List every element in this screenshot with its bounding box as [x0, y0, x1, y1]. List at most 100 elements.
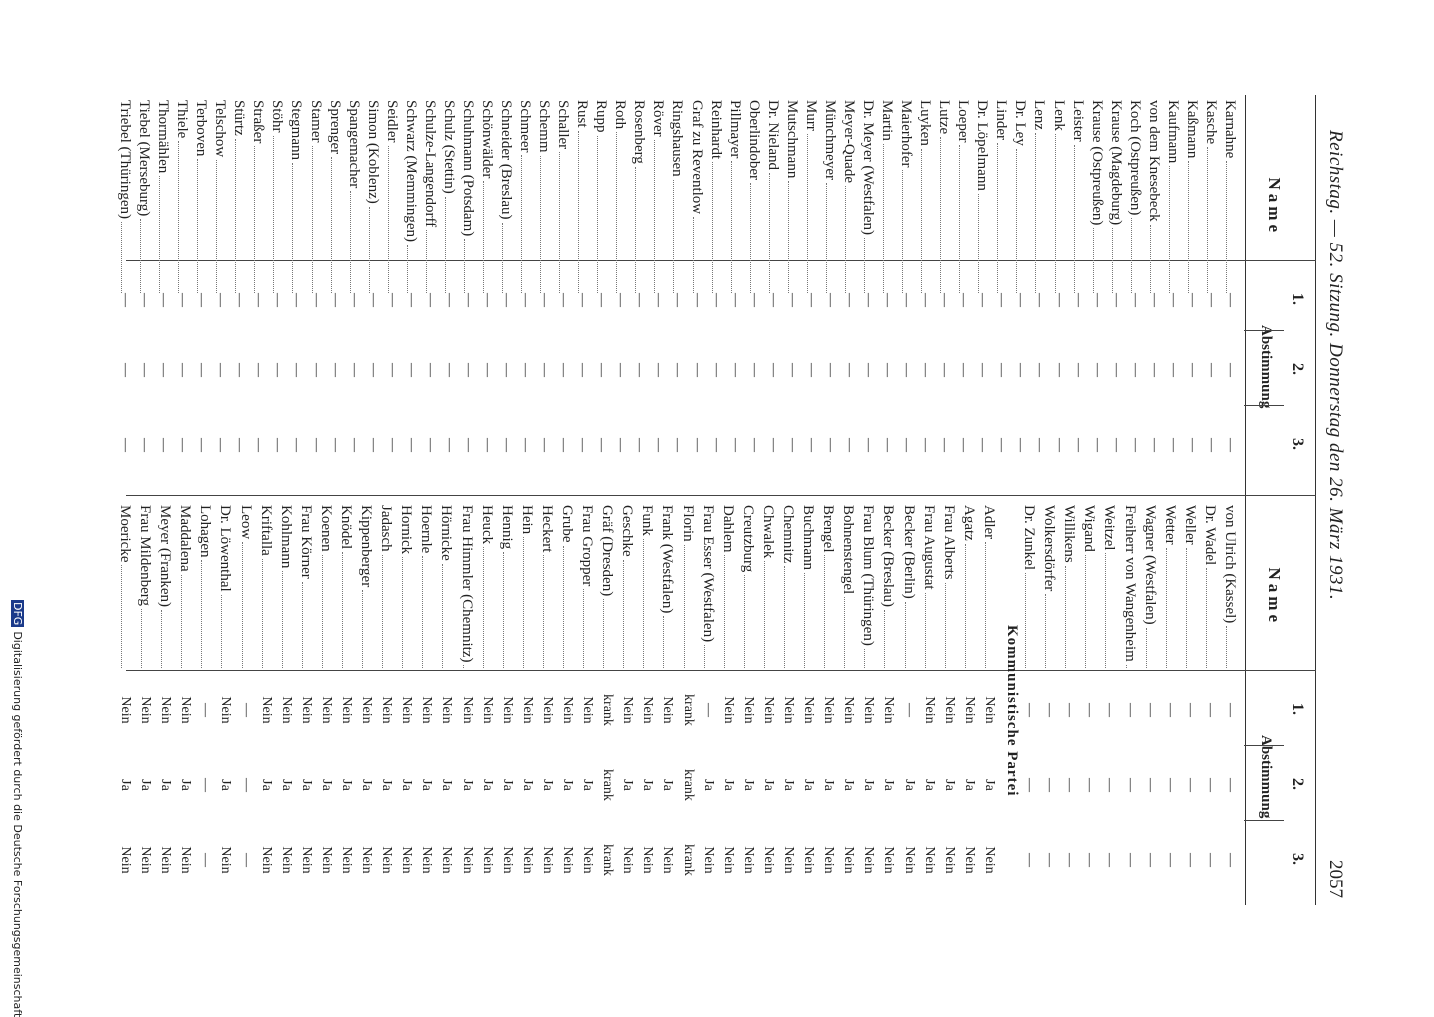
- vote-cell: krank: [600, 769, 616, 801]
- name-cell: Funk: [638, 505, 657, 670]
- vote-cell: —: [613, 438, 629, 452]
- member-name: Triebel (Thüringen): [117, 100, 133, 220]
- vote-cell: —: [1202, 778, 1218, 792]
- page-number: 2057: [1325, 860, 1346, 898]
- name-cell: Moericke: [116, 505, 134, 670]
- dot-leader: [703, 645, 717, 668]
- vote-cell: Nein: [941, 846, 957, 874]
- vote-cell: Nein: [560, 696, 575, 724]
- vote-cell: —: [118, 293, 133, 307]
- member-name: Lenk: [1050, 100, 1067, 131]
- dot-leader: [784, 566, 797, 668]
- member-name: Murr: [802, 100, 819, 131]
- member-name: Freiherr von Wangenheim: [1121, 505, 1138, 662]
- vote-cell: —: [1122, 853, 1138, 867]
- name-cell: Weller: [1181, 505, 1199, 670]
- member-name: Krause (Magdeburg): [1107, 100, 1124, 226]
- name-cell: Münchmeyer: [821, 100, 839, 295]
- member-name: Maddalena: [177, 505, 194, 572]
- dot-leader: [261, 558, 275, 668]
- member-name: Linder: [993, 100, 1010, 140]
- member-name: Dr. Nieland: [764, 100, 781, 170]
- vote-cell: —: [918, 363, 934, 377]
- member-name: Luyken: [917, 100, 934, 146]
- member-name: Mutschmann: [783, 100, 800, 179]
- vote-cell: —: [537, 438, 553, 452]
- member-name: Seidler: [383, 100, 400, 143]
- vote-cell: Ja: [479, 779, 495, 791]
- dot-leader: [597, 135, 611, 293]
- member-name: Wagner (Westfalen): [1141, 505, 1158, 625]
- member-name: Telschow: [212, 100, 229, 158]
- name-cell: Kohlmann: [277, 505, 295, 670]
- vote-cell: Ja: [118, 779, 133, 791]
- col-line: [1244, 405, 1284, 406]
- vote-cell: —: [213, 363, 229, 377]
- dot-leader: [482, 547, 496, 668]
- footer-text: Digitalisierung gefördert durch die Deut…: [11, 631, 24, 1017]
- member-name: Buchmann: [800, 505, 817, 570]
- vote-cell: —: [880, 363, 896, 377]
- name-cell: Krause (Magdeburg): [1107, 100, 1125, 295]
- vote-cell: —: [175, 438, 191, 452]
- vote-cell: —: [765, 438, 781, 452]
- vote-cell: —: [1032, 293, 1048, 307]
- vote-cell: Nein: [660, 846, 676, 874]
- name-cell: Straßer: [249, 100, 268, 295]
- member-name: Leister: [1069, 100, 1086, 142]
- vote-cell: —: [238, 778, 254, 792]
- vote-cell: —: [1203, 438, 1219, 452]
- member-name: Krause (Ostpreußen): [1088, 100, 1105, 226]
- member-name: Kaßmann: [1183, 100, 1200, 159]
- vote-cell: —: [194, 438, 210, 452]
- vote-cell: —: [1127, 293, 1143, 307]
- vote-cell: Ja: [981, 779, 997, 791]
- dot-leader: [940, 137, 954, 293]
- vote-cell: —: [1089, 438, 1105, 452]
- name-cell: Adler: [980, 505, 998, 670]
- vote-cell: —: [365, 438, 381, 452]
- member-name: Meyer-Quade: [840, 100, 857, 183]
- column-divider: [126, 495, 1316, 496]
- name-cell: Frau Esser (Westfalen): [699, 505, 717, 670]
- vote-cell: —: [1127, 363, 1143, 377]
- vote-cell: —: [575, 363, 591, 377]
- dot-leader: [197, 159, 211, 293]
- vote-cell: Nein: [499, 846, 515, 874]
- name-cell: Simon (Koblenz): [364, 100, 382, 295]
- name-cell: Meyer (Franken): [156, 505, 175, 670]
- vote-cell: —: [518, 293, 534, 307]
- member-name: Schulze-Langendorff: [421, 100, 438, 228]
- vote-cell: Nein: [801, 846, 817, 874]
- member-name: Karnahne: [1222, 100, 1238, 159]
- vote-cell: —: [1182, 853, 1198, 867]
- vote-cell: —: [198, 853, 214, 867]
- vote-cell: —: [822, 438, 838, 452]
- vote-cell: —: [1013, 363, 1029, 377]
- header-vote: 1.: [1289, 293, 1306, 305]
- vote-cell: —: [784, 363, 800, 377]
- dot-leader: [1035, 132, 1049, 293]
- dot-leader: [178, 141, 192, 293]
- vote-cell: —: [765, 293, 781, 307]
- vote-cell: —: [251, 438, 267, 452]
- name-cell: Frau Alberts: [940, 505, 958, 670]
- member-name: Thiele: [174, 100, 191, 139]
- member-name: Frau Gropper: [579, 505, 596, 587]
- vote-cell: —: [365, 363, 381, 377]
- dot-leader: [730, 161, 744, 293]
- vote-cell: —: [880, 438, 896, 452]
- vote-cell: Nein: [981, 696, 997, 724]
- vote-cell: —: [784, 438, 800, 452]
- vote-cell: Nein: [359, 846, 375, 874]
- header-name: Name: [1265, 567, 1284, 626]
- vote-cell: —: [956, 363, 972, 377]
- member-name: Heckert: [538, 505, 555, 553]
- member-name: Hornick: [398, 505, 415, 555]
- vote-cell: —: [1022, 778, 1038, 792]
- vote-cell: —: [956, 293, 972, 307]
- vote-cell: —: [308, 363, 324, 377]
- vote-cell: Nein: [700, 846, 716, 874]
- member-name: Kippenberger: [358, 505, 375, 588]
- vote-cell: —: [1070, 293, 1086, 307]
